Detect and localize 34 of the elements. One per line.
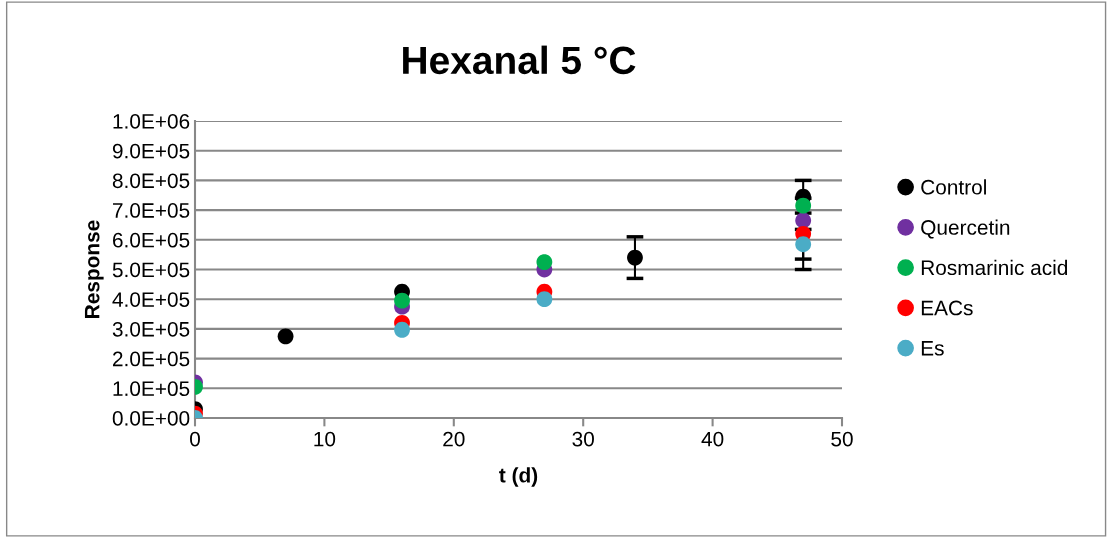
point xyxy=(536,291,553,308)
x-tick-label: 50 xyxy=(831,431,853,447)
y-tick-label: 6.0E+05 xyxy=(113,232,190,248)
y-tick-label: 4.0E+05 xyxy=(112,292,190,307)
y-tick-label: 9.0E+05 xyxy=(112,143,190,159)
point xyxy=(394,292,410,309)
x-tick-label: 30 xyxy=(572,431,594,447)
x-axis-title: t (d) xyxy=(499,467,538,487)
x-tick-label: 10 xyxy=(314,431,336,447)
point xyxy=(795,236,812,253)
legend-label: Es xyxy=(921,341,944,356)
y-axis-title: Response xyxy=(84,220,104,318)
legend-label: EACs xyxy=(921,300,973,316)
y-tick-label: 7.0E+05 xyxy=(113,203,190,218)
chart-title: Hexanal 5 °C xyxy=(403,45,636,75)
x-tick-label: 20 xyxy=(443,431,465,447)
x-tick-label: 0 xyxy=(190,431,200,447)
point xyxy=(394,321,410,338)
y-tick-label: 1.0E+05 xyxy=(113,381,190,397)
legend-label: Quercetin xyxy=(921,219,1010,239)
legend-label: Rosmarinic acid xyxy=(921,259,1068,276)
y-tick-label: 1.0E+06 xyxy=(113,114,190,129)
y-tick-label: 3.0E+05 xyxy=(112,321,190,337)
y-tick-label: 2.0E+05 xyxy=(112,351,190,367)
point xyxy=(795,197,812,214)
y-tick-label: 5.0E+05 xyxy=(112,262,190,278)
point xyxy=(795,212,812,229)
x-tick-label: 40 xyxy=(701,431,724,447)
y-tick-label: 8.0E+05 xyxy=(112,173,190,189)
y-tick-label: 0.0E+00 xyxy=(112,411,190,426)
point xyxy=(277,328,294,345)
point xyxy=(536,254,553,270)
legend-label: Control xyxy=(921,179,986,195)
point xyxy=(627,249,643,266)
